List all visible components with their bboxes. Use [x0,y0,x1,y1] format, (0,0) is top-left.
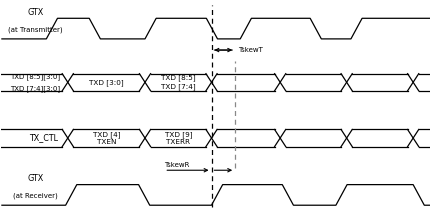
Text: GTX: GTX [28,174,43,183]
Text: TXD [8:5]
TXD [7:4]: TXD [8:5] TXD [7:4] [160,75,195,90]
Text: TskewT: TskewT [238,47,263,53]
Text: (at Receiver): (at Receiver) [13,193,58,199]
Text: TskewR: TskewR [164,162,189,168]
Text: TXD [7:4][3:0]: TXD [7:4][3:0] [10,85,60,92]
Text: (at Transmitter): (at Transmitter) [8,26,63,33]
Text: TX_CTL: TX_CTL [29,133,58,143]
Text: TXD [8:5][3:0]: TXD [8:5][3:0] [10,73,60,80]
Text: TXD [4]
TXEN: TXD [4] TXEN [92,131,120,145]
Text: TXD [3:0]: TXD [3:0] [89,79,123,86]
Text: TXD [9]
TXERR: TXD [9] TXERR [164,131,191,145]
Text: GTX: GTX [28,8,43,17]
